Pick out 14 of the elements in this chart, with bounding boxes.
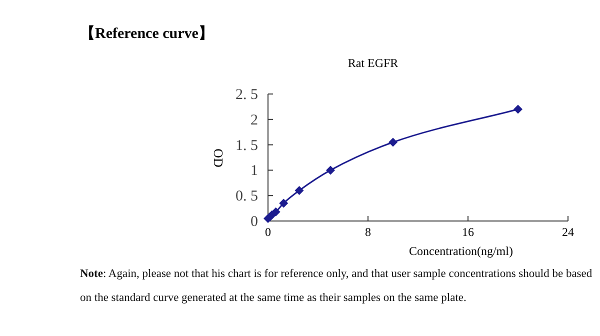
x-tick-label: 24 — [562, 225, 574, 239]
text: 【Reference curve】 — [80, 25, 214, 42]
y-tick-label: 1 — [250, 163, 258, 180]
y-tick-label: 2 — [250, 112, 258, 128]
x-tick-label: 16 — [462, 225, 474, 239]
x-tick-label: 0 — [265, 225, 271, 239]
y-axis-title: OD — [211, 148, 226, 168]
y-tick-label: 1. 5 — [236, 138, 258, 154]
text: Note: Again, please not that his chart is for reference only, and that user sample concentrations should be based on the standard curve generated at the same time as their samples on the same plate. — [80, 268, 592, 304]
y-tick-label: 0. 5 — [236, 188, 258, 205]
x-tick-label: 8 — [365, 225, 371, 239]
x-axis-title: Concentration(ng/ml) — [409, 244, 513, 258]
y-tick-label: 2. 5 — [236, 87, 258, 103]
chart-subtitle: Rat EGFR — [348, 56, 398, 70]
